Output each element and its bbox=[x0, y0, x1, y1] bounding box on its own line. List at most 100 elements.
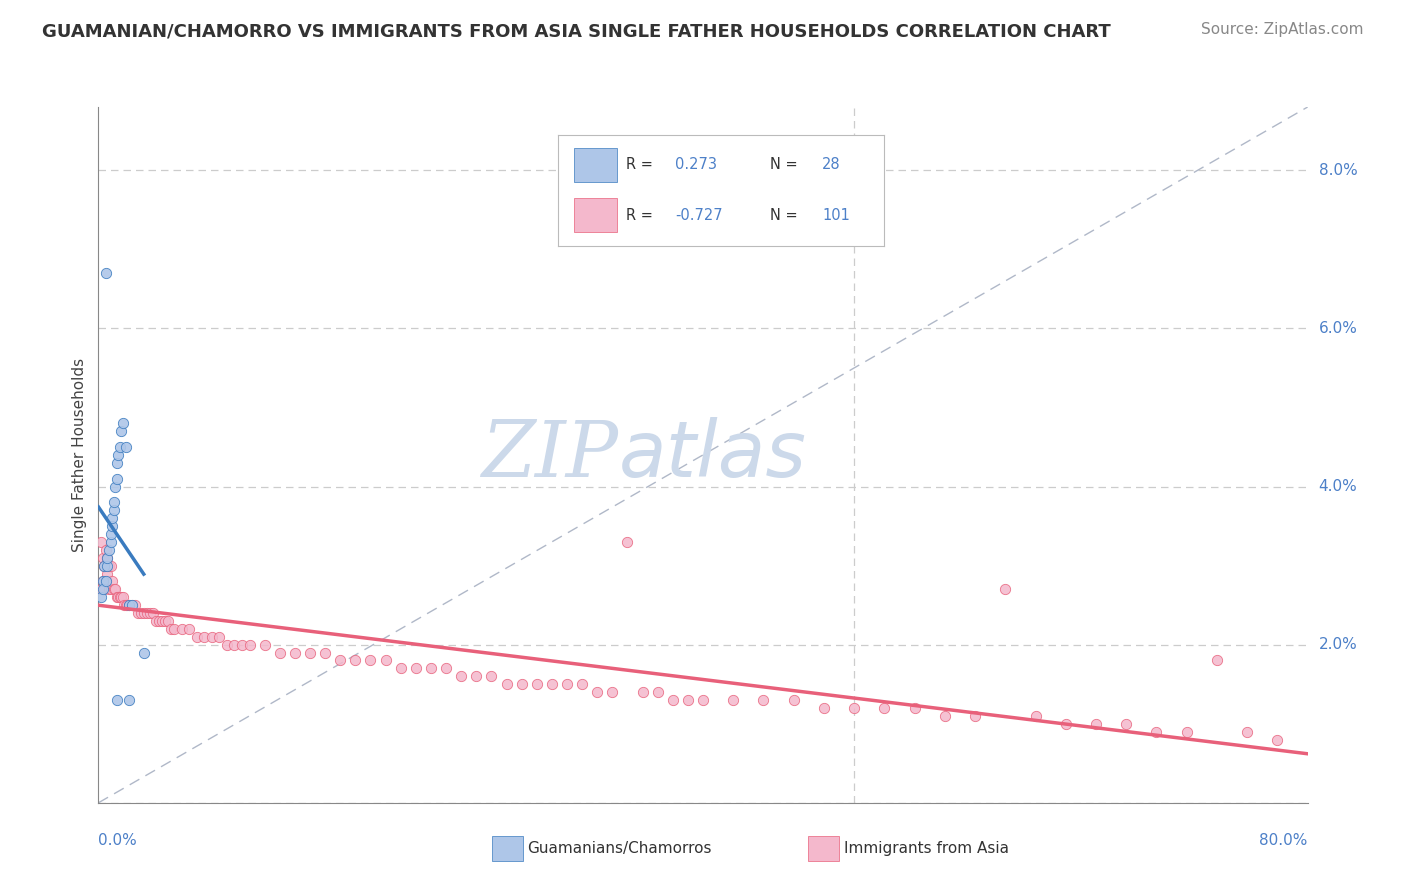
Point bbox=[844, 701, 866, 715]
Point bbox=[111, 591, 134, 605]
Point bbox=[526, 677, 548, 691]
Text: Immigrants from Asia: Immigrants from Asia bbox=[844, 841, 1008, 855]
Y-axis label: Single Father Households: Single Father Households bbox=[72, 358, 87, 552]
Point bbox=[994, 582, 1017, 597]
Point bbox=[360, 653, 382, 667]
Point bbox=[284, 646, 307, 660]
Point bbox=[94, 574, 117, 589]
Point bbox=[121, 598, 143, 612]
Point bbox=[108, 591, 131, 605]
Point bbox=[118, 598, 141, 612]
Point bbox=[114, 440, 136, 454]
Point bbox=[405, 661, 427, 675]
Point bbox=[177, 622, 201, 636]
Point bbox=[148, 614, 170, 628]
Point bbox=[495, 677, 517, 691]
Text: 2.0%: 2.0% bbox=[1319, 637, 1357, 652]
Point bbox=[153, 614, 176, 628]
Point bbox=[481, 669, 503, 683]
Point bbox=[571, 677, 593, 691]
Point bbox=[103, 503, 125, 517]
Point bbox=[965, 708, 987, 723]
Text: ZIP: ZIP bbox=[481, 417, 619, 493]
Text: 4.0%: 4.0% bbox=[1319, 479, 1357, 494]
Point bbox=[150, 614, 173, 628]
Point bbox=[160, 622, 183, 636]
Point bbox=[344, 653, 367, 667]
Point bbox=[510, 677, 533, 691]
Point bbox=[389, 661, 412, 675]
Point bbox=[208, 630, 231, 644]
Point bbox=[1175, 724, 1198, 739]
Point bbox=[101, 574, 124, 589]
Point bbox=[904, 701, 927, 715]
Point bbox=[752, 693, 775, 707]
Point bbox=[98, 558, 121, 573]
Point bbox=[94, 542, 117, 557]
Point bbox=[215, 638, 238, 652]
Point bbox=[100, 558, 122, 573]
Point bbox=[186, 630, 208, 644]
Point bbox=[93, 582, 115, 597]
Point bbox=[419, 661, 441, 675]
Text: 80.0%: 80.0% bbox=[1260, 833, 1308, 848]
Point bbox=[105, 693, 128, 707]
Point bbox=[129, 606, 152, 620]
Point bbox=[1265, 732, 1288, 747]
Point bbox=[105, 456, 128, 470]
Point bbox=[142, 606, 165, 620]
Point bbox=[374, 653, 396, 667]
Point bbox=[96, 550, 118, 565]
Point bbox=[631, 685, 654, 699]
Point bbox=[96, 566, 118, 581]
Point bbox=[111, 417, 134, 431]
Point bbox=[93, 558, 115, 573]
Point bbox=[647, 685, 669, 699]
Point bbox=[112, 598, 135, 612]
Point bbox=[110, 424, 132, 438]
Point bbox=[121, 598, 143, 612]
Point bbox=[1024, 708, 1046, 723]
Point bbox=[329, 653, 352, 667]
Point bbox=[201, 630, 224, 644]
Point bbox=[108, 440, 131, 454]
Point bbox=[93, 558, 115, 573]
Point bbox=[118, 693, 141, 707]
Text: GUAMANIAN/CHAMORRO VS IMMIGRANTS FROM ASIA SINGLE FATHER HOUSEHOLDS CORRELATION : GUAMANIAN/CHAMORRO VS IMMIGRANTS FROM AS… bbox=[42, 22, 1111, 40]
Point bbox=[450, 669, 472, 683]
Point bbox=[98, 582, 121, 597]
Point bbox=[224, 638, 246, 652]
Point bbox=[101, 519, 124, 533]
Point bbox=[124, 598, 146, 612]
Point bbox=[91, 574, 114, 589]
Point bbox=[104, 479, 127, 493]
Point bbox=[434, 661, 457, 675]
Point bbox=[1236, 724, 1258, 739]
Point bbox=[107, 448, 129, 462]
Point bbox=[103, 495, 125, 509]
Point bbox=[813, 701, 835, 715]
Point bbox=[115, 598, 138, 612]
Point bbox=[170, 622, 193, 636]
Point bbox=[91, 550, 114, 565]
Text: Source: ZipAtlas.com: Source: ZipAtlas.com bbox=[1201, 22, 1364, 37]
Text: Guamanians/Chamorros: Guamanians/Chamorros bbox=[527, 841, 711, 855]
Point bbox=[135, 606, 157, 620]
Point bbox=[132, 606, 155, 620]
Point bbox=[1115, 716, 1137, 731]
Point bbox=[100, 527, 122, 541]
Point bbox=[94, 266, 117, 280]
Text: atlas: atlas bbox=[619, 417, 806, 493]
Point bbox=[118, 598, 141, 612]
Point bbox=[98, 542, 121, 557]
Point bbox=[90, 534, 112, 549]
Point bbox=[105, 591, 128, 605]
Point bbox=[145, 614, 167, 628]
Point bbox=[1206, 653, 1229, 667]
Point bbox=[94, 574, 117, 589]
Point bbox=[100, 582, 122, 597]
Point bbox=[616, 534, 638, 549]
Point bbox=[299, 646, 322, 660]
Point bbox=[139, 606, 162, 620]
Point bbox=[269, 646, 291, 660]
